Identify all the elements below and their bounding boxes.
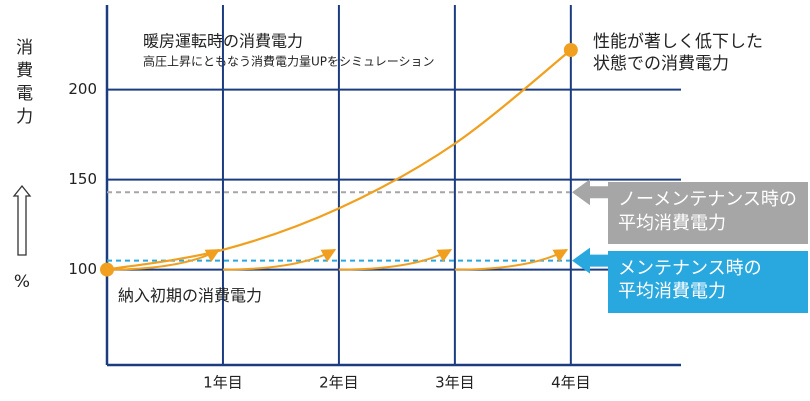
series-label: 性能が著しく低下した状態での消費電力 xyxy=(593,32,763,75)
x-tick-label: 4年目 xyxy=(551,374,591,392)
callout-arrow xyxy=(572,179,610,206)
callout-arrow xyxy=(572,247,610,274)
series-point xyxy=(563,43,578,57)
x-tick-label: 3年目 xyxy=(435,374,475,392)
maintenance-curve xyxy=(338,248,453,271)
start-label: 納入初期の消費電力 xyxy=(118,286,263,305)
up-arrow xyxy=(12,184,32,256)
y-unit: % xyxy=(14,272,30,292)
maintenance-curve xyxy=(222,248,337,271)
y-axis-label: 消費電力 xyxy=(12,38,33,130)
series-point xyxy=(100,262,114,277)
y-tick-label: 100 xyxy=(68,260,97,278)
y-tick-label: 150 xyxy=(68,170,97,188)
reference-callout: ノーメンテナンス時の平均消費電力 xyxy=(608,182,808,245)
reference-callout: メンテナンス時の平均消費電力 xyxy=(608,250,808,313)
x-tick-label: 2年目 xyxy=(319,374,359,392)
x-tick-label: 1年目 xyxy=(203,374,243,392)
maintenance-curve xyxy=(454,248,569,271)
y-tick-label: 200 xyxy=(68,80,97,98)
series-line xyxy=(106,49,572,271)
chart-subtitle: 高圧上昇にともなう消費電力量UPをシミュレーション xyxy=(143,54,435,69)
